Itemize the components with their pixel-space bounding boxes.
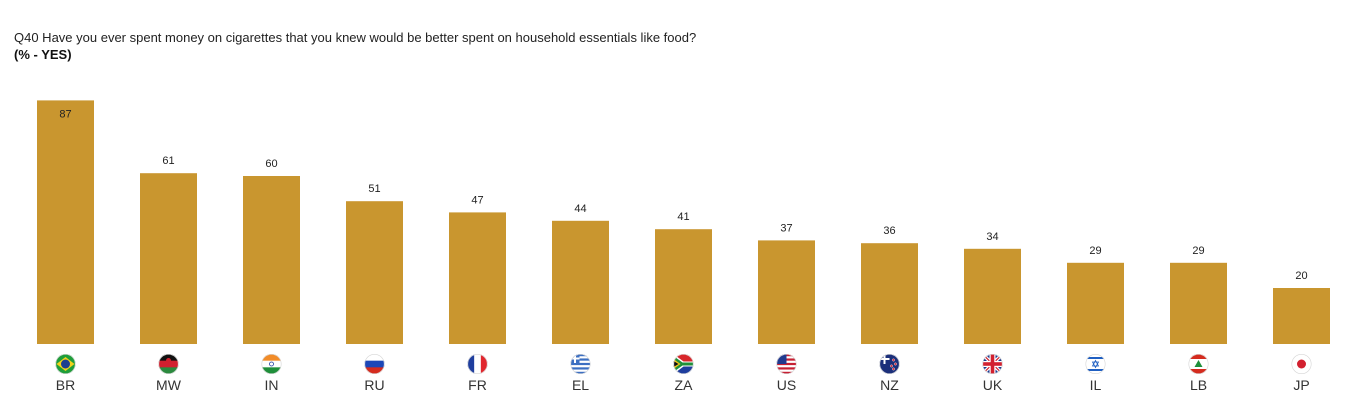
bar-group-fr: 47 FR bbox=[449, 194, 506, 393]
south-africa-flag-icon bbox=[673, 354, 694, 374]
russia-flag-icon bbox=[364, 354, 385, 374]
bar-group-il: 29 IL bbox=[1067, 245, 1124, 393]
category-label-lb: LB bbox=[1190, 377, 1207, 393]
value-label-br: 87 bbox=[59, 108, 71, 120]
chart-subtitle: (% - YES) bbox=[14, 47, 72, 62]
india-flag-icon bbox=[261, 354, 282, 374]
value-label-us: 37 bbox=[780, 222, 792, 234]
france-flag-icon bbox=[467, 354, 488, 374]
category-label-za: ZA bbox=[675, 377, 694, 393]
category-label-fr: FR bbox=[468, 377, 487, 393]
category-label-mw: MW bbox=[156, 377, 182, 393]
value-label-lb: 29 bbox=[1192, 245, 1204, 257]
value-label-za: 41 bbox=[677, 211, 689, 223]
new-zealand-flag-icon bbox=[879, 354, 900, 374]
bar-group-el: 44 EL bbox=[552, 203, 609, 393]
bar-lb bbox=[1170, 262, 1227, 344]
bar-jp bbox=[1273, 288, 1330, 344]
bar-group-in: 60 IN bbox=[243, 158, 300, 393]
category-label-jp: JP bbox=[1293, 377, 1309, 393]
bar-br bbox=[37, 100, 94, 345]
bar-nz bbox=[861, 243, 918, 344]
bar-us bbox=[758, 240, 815, 344]
bar-group-nz: 36 NZ bbox=[861, 225, 918, 393]
bar-el bbox=[552, 220, 609, 344]
category-label-ru: RU bbox=[364, 377, 384, 393]
value-label-in: 60 bbox=[265, 158, 277, 170]
bar-in bbox=[243, 176, 300, 344]
category-label-br: BR bbox=[56, 377, 75, 393]
malawi-flag-icon bbox=[158, 354, 179, 374]
bar-ru bbox=[346, 201, 403, 344]
bar-uk bbox=[964, 248, 1021, 344]
bar-fr bbox=[449, 212, 506, 344]
chart-title: Q40 Have you ever spent money on cigaret… bbox=[14, 30, 697, 45]
bar-group-uk: 34 UK bbox=[964, 231, 1021, 393]
value-label-mw: 61 bbox=[162, 155, 174, 167]
value-label-el: 44 bbox=[574, 203, 586, 215]
bar-mw bbox=[140, 173, 197, 344]
value-label-jp: 20 bbox=[1295, 270, 1307, 282]
brazil-flag-icon bbox=[55, 354, 76, 374]
usa-flag-icon bbox=[776, 354, 797, 374]
bar-group-jp: 20 JP bbox=[1273, 270, 1330, 393]
bar-group-br: 87 BR bbox=[37, 100, 94, 393]
bar-il bbox=[1067, 262, 1124, 344]
category-label-nz: NZ bbox=[880, 377, 899, 393]
category-label-il: IL bbox=[1090, 377, 1102, 393]
japan-flag-icon bbox=[1291, 354, 1312, 374]
category-label-el: EL bbox=[572, 377, 589, 393]
bar-group-mw: 61 MW bbox=[140, 155, 197, 393]
value-label-il: 29 bbox=[1089, 245, 1101, 257]
value-label-uk: 34 bbox=[986, 231, 998, 243]
greece-flag-icon bbox=[570, 354, 591, 374]
lebanon-flag-icon bbox=[1188, 354, 1209, 374]
category-label-us: US bbox=[777, 377, 796, 393]
value-label-fr: 47 bbox=[471, 194, 483, 206]
israel-flag-icon bbox=[1085, 354, 1106, 374]
chart-header: Q40 Have you ever spent money on cigaret… bbox=[14, 29, 696, 63]
category-label-in: IN bbox=[265, 377, 279, 393]
category-label-uk: UK bbox=[983, 377, 1003, 393]
value-label-nz: 36 bbox=[883, 225, 895, 237]
bar-group-za: 41 ZA bbox=[655, 211, 712, 393]
value-label-ru: 51 bbox=[368, 183, 380, 195]
bar-group-lb: 29 LB bbox=[1170, 245, 1227, 393]
bar-group-us: 37 US bbox=[758, 222, 815, 393]
bar-group-ru: 51 RU bbox=[346, 183, 403, 393]
bar-za bbox=[655, 229, 712, 344]
